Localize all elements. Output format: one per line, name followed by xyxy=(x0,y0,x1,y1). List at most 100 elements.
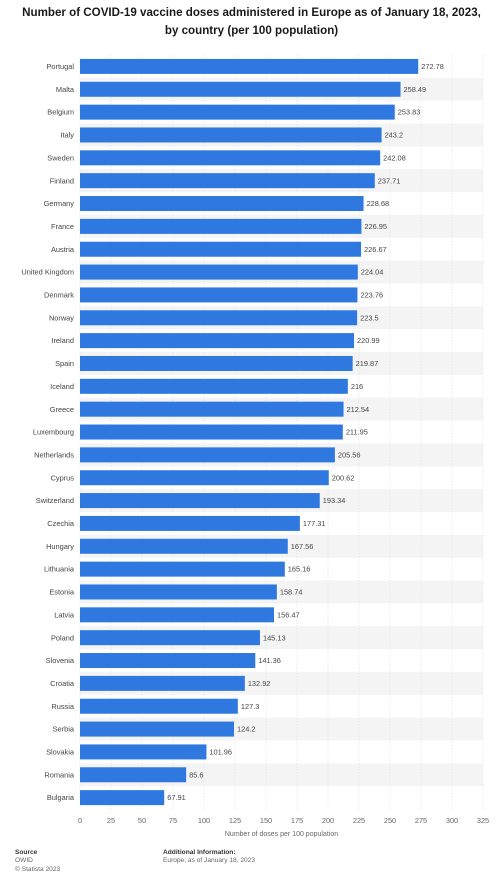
x-tick-label: 325 xyxy=(477,816,489,825)
x-tick-label: 250 xyxy=(384,816,396,825)
bar[interactable] xyxy=(80,378,348,394)
source-heading: Source xyxy=(15,849,38,856)
bar[interactable] xyxy=(80,675,245,691)
x-axis-title: Number of doses per 100 population xyxy=(225,831,338,838)
value-label: 212.54 xyxy=(347,405,370,414)
bar[interactable] xyxy=(80,196,364,212)
x-tick-label: 150 xyxy=(260,816,272,825)
value-label: 67.91 xyxy=(167,793,186,802)
bar[interactable] xyxy=(80,424,343,440)
value-label: 216 xyxy=(351,382,363,391)
bar[interactable] xyxy=(80,790,165,806)
bar[interactable] xyxy=(80,355,353,371)
bar[interactable] xyxy=(80,287,358,303)
bar[interactable] xyxy=(80,653,256,669)
value-label: 226.95 xyxy=(364,222,387,231)
category-label: Cyprus xyxy=(51,473,75,482)
value-label: 220.99 xyxy=(357,336,380,345)
bars xyxy=(80,58,419,806)
category-label: Denmark xyxy=(44,291,74,300)
category-label: Luxembourg xyxy=(33,428,74,437)
bar[interactable] xyxy=(80,173,375,189)
bar[interactable] xyxy=(80,607,275,623)
additional-info-heading: Additional Information: xyxy=(163,849,236,856)
bar[interactable] xyxy=(80,721,235,737)
x-tick-label: 75 xyxy=(169,816,177,825)
category-label: United Kingdom xyxy=(21,268,74,277)
bar[interactable] xyxy=(80,584,277,600)
value-label: 272.78 xyxy=(421,62,444,71)
bar[interactable] xyxy=(80,561,285,577)
bar[interactable] xyxy=(80,150,381,166)
chart-title-line-2: by country (per 100 population) xyxy=(164,24,339,37)
bar[interactable] xyxy=(80,310,358,326)
category-label: Norway xyxy=(49,313,74,322)
value-label: 242.08 xyxy=(383,153,406,162)
category-label: Germany xyxy=(44,199,75,208)
bar[interactable] xyxy=(80,515,300,531)
category-label: Hungary xyxy=(46,542,74,551)
bar[interactable] xyxy=(80,538,288,554)
bar[interactable] xyxy=(80,630,260,646)
category-label: Iceland xyxy=(50,382,74,391)
category-label: Malta xyxy=(56,85,75,94)
x-tick-label: 275 xyxy=(415,816,427,825)
value-label: 223.76 xyxy=(360,291,383,300)
bar[interactable] xyxy=(80,218,362,234)
category-label: Poland xyxy=(51,633,74,642)
value-label: 219.87 xyxy=(356,359,379,368)
value-label: 258.49 xyxy=(404,85,427,94)
value-labels: 272.78 258.49 253.83 243.2 242.08 237.71 228.6… xyxy=(167,62,444,802)
category-label: France xyxy=(51,222,74,231)
bar[interactable] xyxy=(80,127,382,143)
bar[interactable] xyxy=(80,447,335,463)
value-label: 127.3 xyxy=(241,702,259,711)
chart-title-line-1: Number of COVID-19 vaccine doses adminis… xyxy=(22,6,481,19)
category-label: Slovakia xyxy=(46,748,75,757)
x-tick-label: 50 xyxy=(138,816,146,825)
bar[interactable] xyxy=(80,744,207,760)
value-label: 253.83 xyxy=(398,108,421,117)
value-label: 223.5 xyxy=(360,313,379,322)
footer-additional-info: Additional Information: Europe; as of Ja… xyxy=(163,849,255,866)
bar[interactable] xyxy=(80,81,401,97)
bar[interactable] xyxy=(80,470,329,486)
value-label: 243.2 xyxy=(385,131,404,140)
value-label: 124.2 xyxy=(237,725,256,734)
category-label: Croatia xyxy=(50,679,75,688)
value-label: 237.71 xyxy=(378,176,401,185)
x-tick-label: 25 xyxy=(107,816,115,825)
value-label: 101.96 xyxy=(209,748,232,757)
value-label: 224.04 xyxy=(361,268,384,277)
category-label: Latvia xyxy=(54,610,75,619)
category-label: Estonia xyxy=(49,588,75,597)
x-tick-label: 300 xyxy=(446,816,458,825)
bar[interactable] xyxy=(80,493,320,509)
additional-info-text: Europe; as of January 18, 2023 xyxy=(163,857,256,865)
bar[interactable] xyxy=(80,241,362,257)
bar[interactable] xyxy=(80,58,419,74)
value-label: 141.36 xyxy=(258,656,281,665)
x-tick-label: 100 xyxy=(198,816,210,825)
category-label: Ireland xyxy=(51,336,74,345)
value-label: 165.16 xyxy=(288,565,311,574)
bar[interactable] xyxy=(80,264,358,280)
bar[interactable] xyxy=(80,767,187,783)
bar[interactable] xyxy=(80,333,355,349)
x-axis-ticks: 0 25 50 75 100 125 150 175 200 225 250 275 300 325 xyxy=(78,816,489,825)
category-label: Russia xyxy=(51,702,74,711)
bar[interactable] xyxy=(80,104,395,120)
category-label: Slovenia xyxy=(46,656,75,665)
category-label: Portugal xyxy=(46,62,74,71)
category-labels: Portugal Malta Belgium Italy Sweden Finland Ge… xyxy=(21,62,74,802)
value-label: 156.47 xyxy=(277,610,300,619)
category-label: Romania xyxy=(44,770,74,779)
value-label: 200.62 xyxy=(332,473,355,482)
value-label: 205.56 xyxy=(338,450,361,459)
category-label: Belgium xyxy=(47,108,74,117)
value-label: 145.13 xyxy=(263,633,286,642)
source-name[interactable]: OWID xyxy=(15,857,33,865)
x-tick-label: 200 xyxy=(322,816,334,825)
bar[interactable] xyxy=(80,698,238,714)
bar[interactable] xyxy=(80,401,344,417)
